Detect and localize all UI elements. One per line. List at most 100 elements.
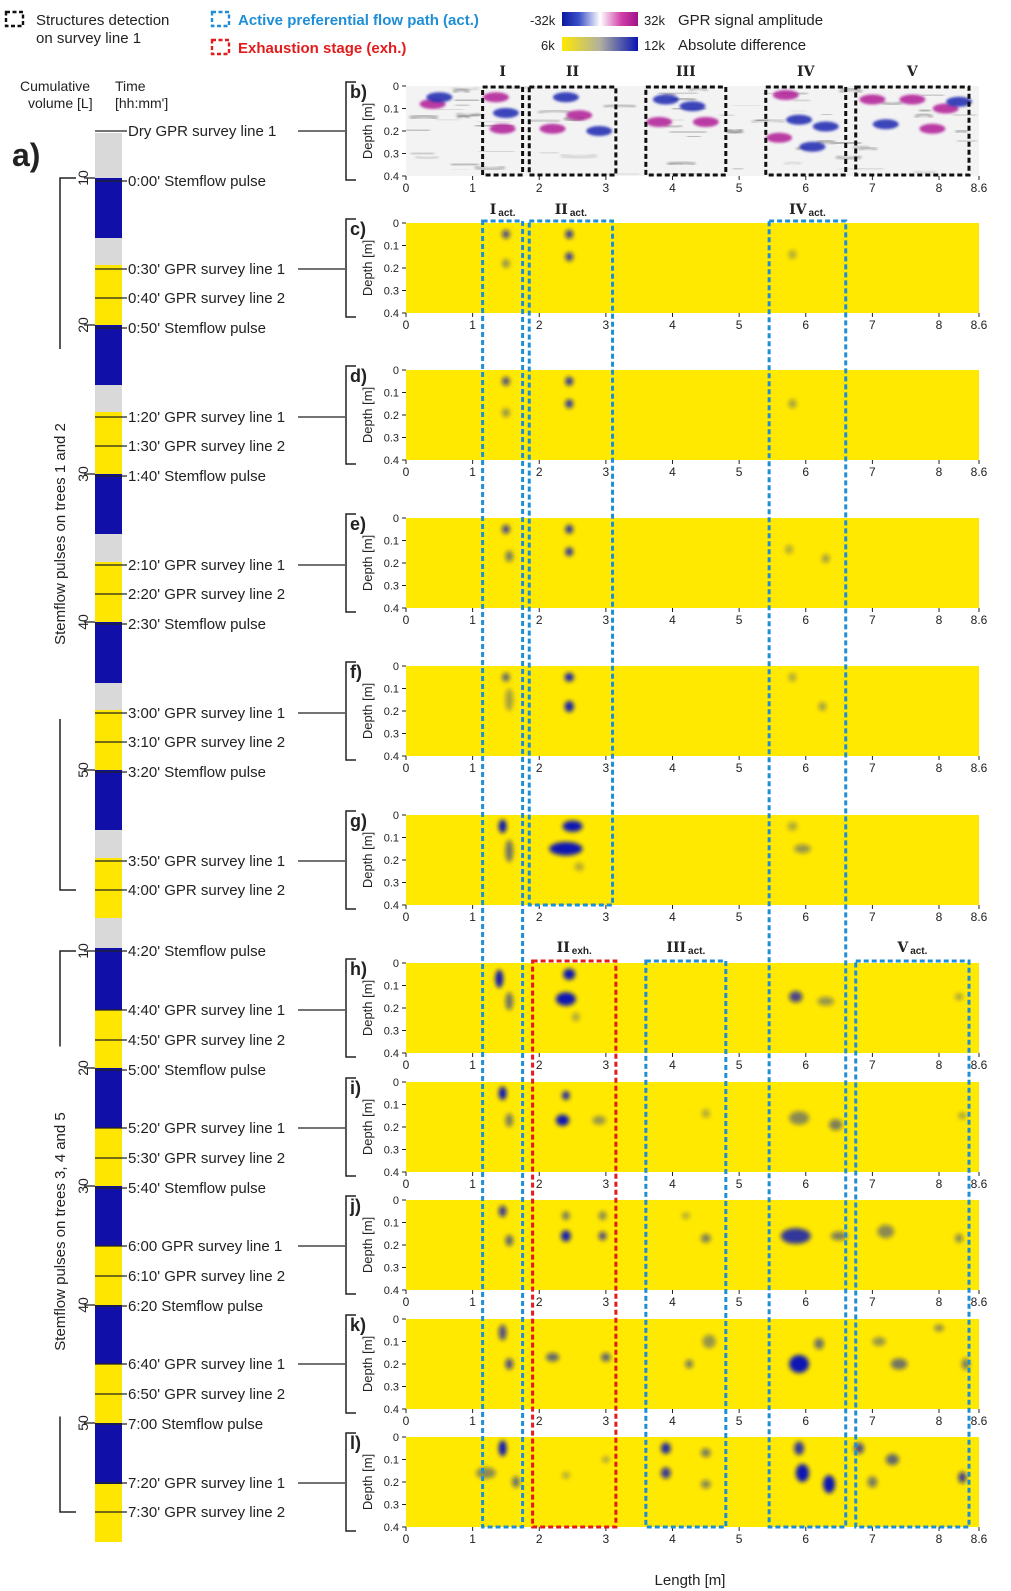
x-tick-label: 2: [536, 1532, 543, 1546]
x-tick-label: 0: [403, 1177, 410, 1191]
anomaly-blob: [511, 1476, 520, 1488]
active-path-IV: [767, 219, 848, 1529]
panel-b: b)Depth [m]00.10.20.30.40 1 2 3 4 5 6 7 8 8.6I II I…: [345, 64, 988, 195]
timeline-segment-survey: [95, 265, 122, 325]
x-tick-label: 7: [869, 1414, 876, 1428]
gpr-streak: [793, 99, 811, 103]
anomaly-blob: [872, 1337, 886, 1346]
gpr-reflection: [799, 141, 826, 152]
gpr-streak: [880, 100, 903, 107]
x-tick-label: 1: [469, 613, 476, 627]
x-tick-label: 3: [603, 465, 610, 479]
anomaly-blob: [789, 991, 803, 1003]
timeline-segment-pulse: [95, 622, 122, 683]
anomaly-blob: [818, 702, 827, 711]
anomaly-blob: [565, 229, 574, 239]
y-tick-label: 0.4: [384, 603, 399, 615]
anomaly-blob: [795, 1464, 810, 1482]
panel-l: l)Depth [m] 0 0.1 0.2 0.3 0.4 0 1 2 3 4 5 6 7 8 8.6: [345, 1432, 988, 1546]
x-axis-label: Length [m]: [655, 1572, 726, 1589]
anomaly-blob: [598, 1211, 607, 1221]
anomaly-blob: [660, 1442, 671, 1454]
gpr-reflection: [586, 126, 613, 136]
x-tick-label: 6: [802, 1532, 809, 1546]
panel-e-bracket: [345, 513, 356, 613]
timeline-segment-gap: [95, 238, 122, 265]
x-tick-label: 7: [869, 613, 876, 627]
anomaly-blob: [565, 547, 574, 557]
anomaly-blob: [700, 1233, 711, 1243]
x-tick-label: 8.6: [971, 465, 988, 479]
x-tick-label: 7: [869, 1177, 876, 1191]
x-tick-label: 8.6: [971, 613, 988, 627]
panel-k-bracket: [345, 1314, 356, 1414]
y-tick-label: 0: [393, 1314, 399, 1326]
x-tick-label: 0: [403, 1532, 410, 1546]
anomaly-blob: [685, 1359, 694, 1369]
anomaly-blob: [817, 996, 835, 1006]
gpr-streak: [435, 117, 460, 122]
active-path-II: [527, 219, 615, 907]
gpr-streak: [454, 102, 470, 108]
x-tick-label: 5: [736, 910, 743, 924]
anomaly-blob: [701, 1109, 710, 1118]
exhaustion-legend-icon: [210, 38, 231, 56]
gpr-streak: [725, 127, 744, 135]
x-tick-label: 8.6: [971, 1532, 988, 1546]
anomaly-blob: [564, 672, 574, 682]
y-tick-label: 0.2: [384, 1240, 399, 1252]
x-tick-label: 0: [403, 761, 410, 775]
volume-tick-label: 20: [75, 1060, 91, 1076]
timeline-event-stemflow-pulse: 7:00 Stemflow pulse: [128, 1416, 263, 1433]
anomaly-blob: [555, 992, 576, 1006]
timeline-event-gpr-survey: 5:30' GPR survey line 2: [128, 1150, 285, 1167]
panel-label-a: a): [12, 137, 40, 173]
timeline-event-stemflow-pulse: 5:40' Stemflow pulse: [128, 1180, 266, 1197]
x-tick-label: 5: [736, 465, 743, 479]
gpr-reflection: [646, 117, 673, 127]
x-tick-label: 8: [936, 910, 943, 924]
x-tick-label: 4: [669, 1295, 676, 1309]
structure-label-III: III: [676, 64, 696, 80]
gpr-streak: [658, 91, 698, 96]
x-tick-label: 5: [736, 1177, 743, 1191]
anomaly-blob: [501, 229, 510, 239]
anomaly-blob: [571, 1012, 580, 1022]
y-tick-label: 0: [393, 218, 399, 230]
gpr-colorbar-max: 32k: [644, 13, 665, 28]
gpr-streak: [452, 87, 471, 94]
x-tick-label: 1: [469, 1532, 476, 1546]
x-tick-label: 6: [802, 910, 809, 924]
anomaly-blob: [958, 1112, 967, 1120]
x-tick-label: 4: [669, 318, 676, 332]
timeline-event-gpr-survey: 7:30' GPR survey line 2: [128, 1504, 285, 1521]
panel-i-background: [406, 1082, 979, 1172]
gpr-streak: [914, 112, 934, 119]
x-tick-label: 2: [536, 761, 543, 775]
y-tick-label: 0.4: [384, 171, 399, 183]
x-tick-label: 6: [802, 761, 809, 775]
panel-j-ylabel: Depth [m]: [360, 1217, 375, 1273]
anomaly-blob: [823, 1475, 836, 1494]
x-tick-label: 3: [603, 1414, 610, 1428]
panels: b)Depth [m]00.10.20.30.40 1 2 3 4 5 6 7 8 8.6I II I…: [345, 64, 988, 1546]
anomaly-blob: [574, 862, 585, 872]
x-tick-label: 0: [403, 181, 410, 195]
panel-label-f: f): [350, 662, 362, 682]
y-tick-label: 0: [393, 1432, 399, 1444]
gpr-reflection: [919, 123, 946, 134]
path-label-II-act: II act.: [555, 202, 588, 219]
timeline-event-stemflow-pulse: 5:00' Stemflow pulse: [128, 1062, 266, 1079]
x-tick-label: 0: [403, 465, 410, 479]
timeline-event-gpr-survey: 6:40' GPR survey line 1: [128, 1356, 285, 1373]
anomaly-blob: [505, 1113, 514, 1127]
timeline-panel: Cumulative volume [L] Time [hh:mm'] a) D…: [12, 78, 345, 1542]
anomaly-blob: [788, 250, 797, 259]
gpr-reflection: [482, 92, 509, 103]
timeline-segment-gap: [95, 918, 122, 948]
gpr-reflection: [679, 101, 706, 112]
x-tick-label: 3: [603, 1177, 610, 1191]
timeline-event-gpr-survey: 4:40' GPR survey line 1: [128, 1002, 285, 1019]
legend: Structures detection on survey line 1 Ac…: [4, 10, 823, 57]
gpr-streak: [474, 164, 506, 172]
